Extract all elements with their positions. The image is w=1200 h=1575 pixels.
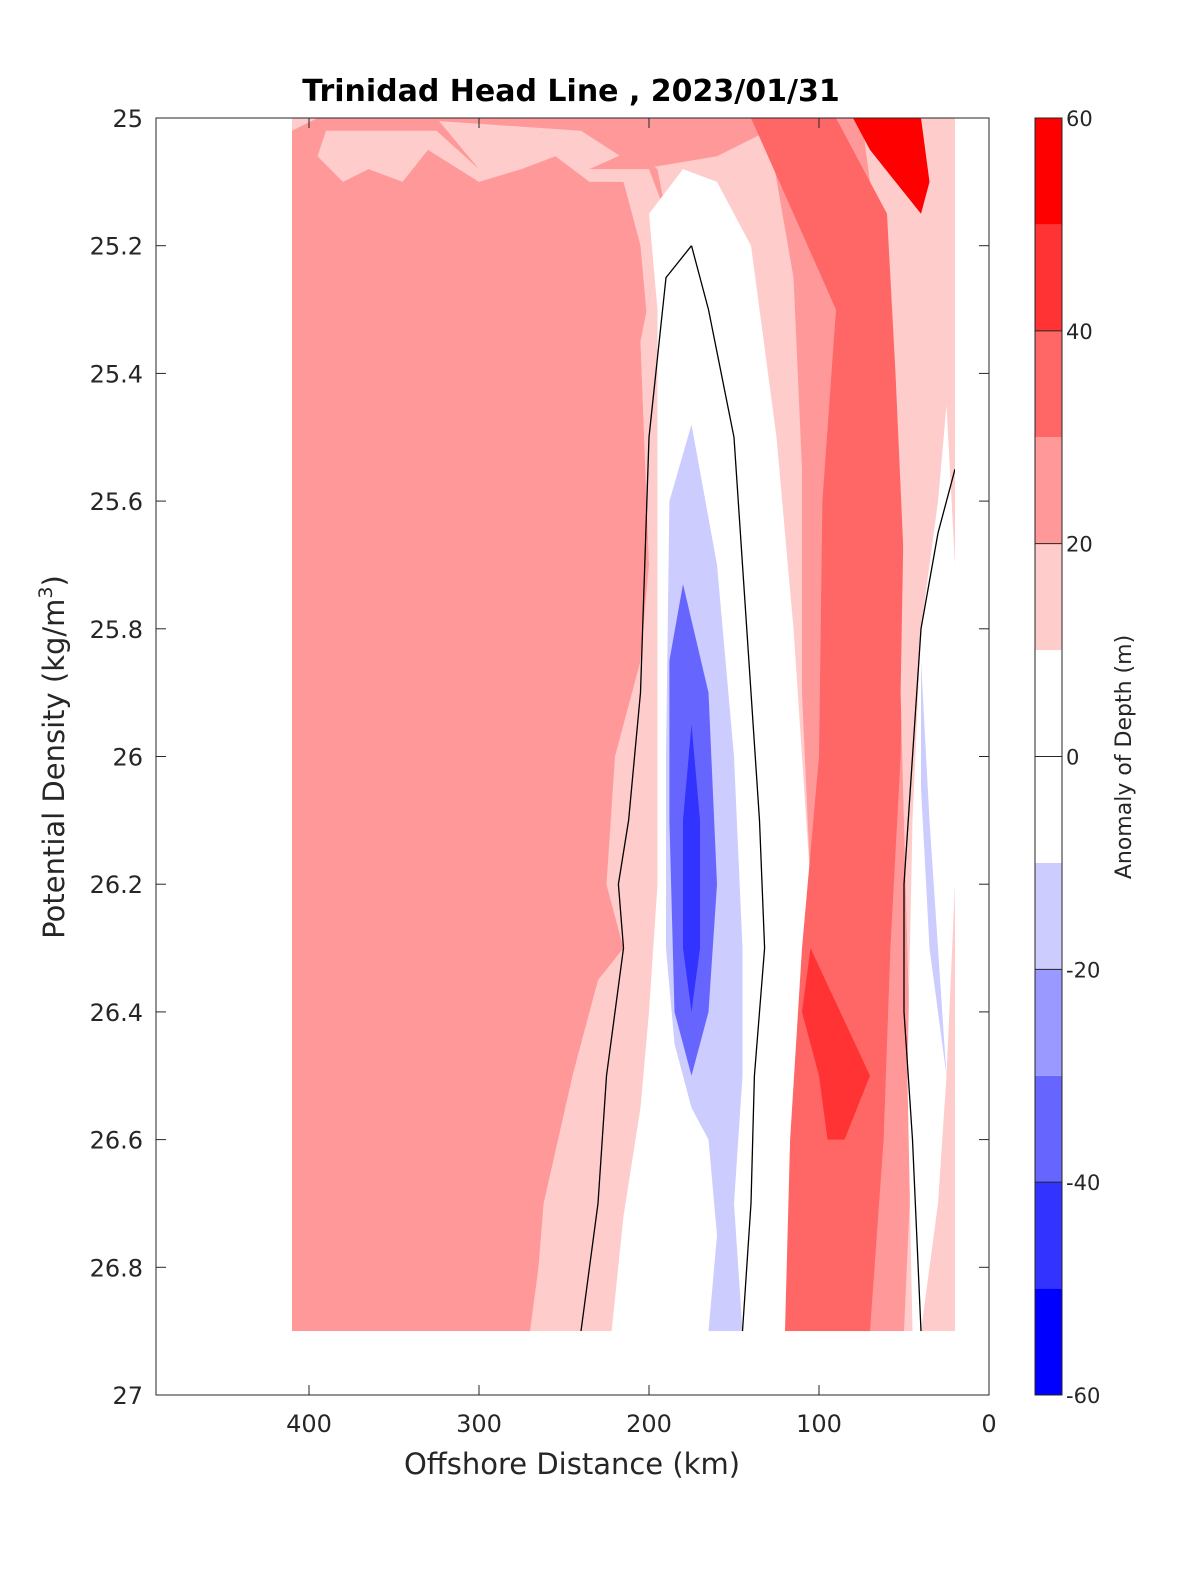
colorbar-tick-label: -20 [1066,958,1100,982]
contour-fills [292,118,955,1332]
contour-region-6 [683,724,700,1012]
colorbar-swatch-3 [1035,969,1062,1076]
y-tick-label: 26.4 [90,999,143,1027]
x-tick-label: 0 [981,1410,996,1438]
x-tick-label: 100 [796,1410,842,1438]
y-tick-label: 26 [112,744,143,772]
y-tick-label: 25.2 [90,233,143,261]
y-tick-label: 26.8 [90,1254,143,1282]
y-axis-label: Potential Density (kg/m3) [35,575,71,939]
contour-region-9 [802,948,870,1140]
contour-region-8 [751,118,904,1332]
colorbar-swatch-4 [1035,862,1062,970]
colorbar-swatch-0 [1035,1288,1062,1395]
x-axis-ticks: 400 300 200 100 0 [286,118,997,1438]
y-axis-label-tail: ) [37,575,71,586]
y-tick-label: 26.2 [90,871,143,899]
colorbar-swatch-8 [1035,330,1062,438]
colorbar-tick-label: 40 [1066,320,1093,344]
x-tick-label: 200 [626,1410,672,1438]
colorbar-tick-label: 20 [1066,533,1093,557]
y-tick-label: 25.4 [90,360,143,388]
plot-area: 400 300 200 100 0 25 25.2 25.4 25.6 25.8 26 26.2 26… [90,105,997,1438]
y-tick-label: 26.6 [90,1127,143,1155]
colorbar-swatch-6 [1035,543,1062,651]
contour-region-10 [853,118,930,214]
colorbar: 60 40 20 0 -20 -40 -60 [1034,107,1100,1408]
chart-title: Trinidad Head Line , 2023/01/31 [302,74,839,109]
colorbar-tick-label: 60 [1066,107,1093,131]
colorbar-label: Anomaly of Depth (m) [1112,635,1137,879]
colorbar-tick-label: -60 [1066,1384,1100,1408]
colorbar-tick-label: 0 [1066,746,1079,770]
y-axis-label-main: Potential Density (kg/m [37,599,71,939]
contour-region-13 [921,660,947,1076]
y-tick-label: 25.8 [90,616,143,644]
zero-contour-line-1 [690,245,766,1332]
y-axis-label-superscript: 3 [35,586,57,598]
zero-contour-line-0 [580,245,693,1332]
colorbar-swatch-10 [1035,118,1062,225]
y-tick-label: 27 [112,1382,143,1410]
x-tick-label: 400 [286,1410,332,1438]
x-tick-label: 300 [456,1410,502,1438]
y-tick-label: 25 [112,105,143,133]
y-axis-ticks: 25 25.2 25.4 25.6 25.8 26 26.2 26.4 26.6 26.8 27 [90,105,989,1410]
zero-contour-line-2 [903,469,955,1332]
colorbar-swatch-9 [1035,224,1062,331]
colorbar-swatch-2 [1035,1075,1062,1183]
contour-region-1 [292,118,666,1332]
x-axis-label: Offshore Distance (km) [404,1447,740,1481]
colorbar-swatch-7 [1035,437,1062,544]
colorbar-tick-label: -40 [1066,1171,1100,1195]
y-tick-label: 25.6 [90,488,143,516]
colorbar-ticks: 60 40 20 0 -20 -40 -60 [1035,107,1100,1408]
zero-contour-lines [580,245,955,1332]
colorbar-swatch-1 [1035,1182,1062,1289]
